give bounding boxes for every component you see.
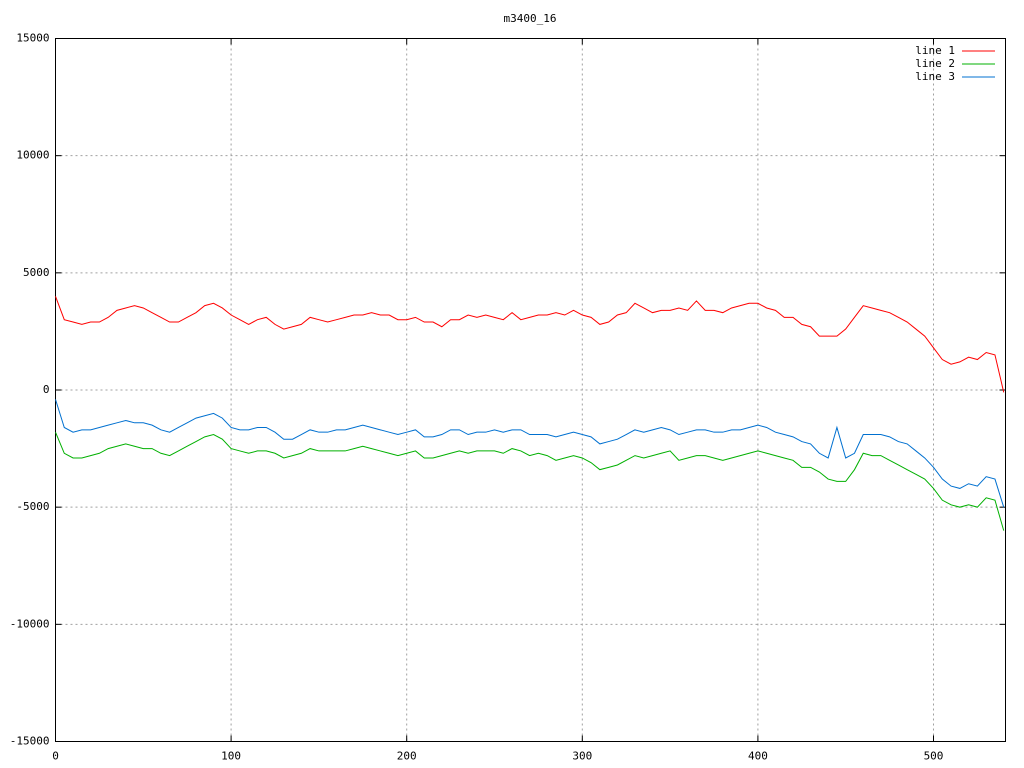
x-tick-label: 100 (221, 750, 241, 763)
legend-label: line 3 (915, 70, 955, 83)
y-tick-label: -10000 (10, 617, 50, 630)
x-tick-label: 200 (397, 750, 417, 763)
series-line (55, 399, 1005, 508)
plot-frame (55, 38, 1006, 742)
series-line (55, 296, 1005, 393)
y-tick-label: -15000 (10, 735, 50, 748)
x-tick-label: 500 (924, 750, 944, 763)
y-tick-label: 15000 (16, 32, 49, 45)
chart-title: m3400_16 (504, 12, 557, 25)
series-line (55, 431, 1005, 531)
x-tick-label: 0 (52, 750, 59, 763)
legend-label: line 2 (915, 57, 955, 70)
x-tick-label: 300 (572, 750, 592, 763)
y-tick-label: -5000 (16, 500, 49, 513)
x-tick-label: 400 (748, 750, 768, 763)
y-tick-label: 0 (43, 383, 50, 396)
y-tick-label: 10000 (16, 149, 49, 162)
legend-label: line 1 (915, 44, 955, 57)
y-tick-label: 5000 (23, 266, 50, 279)
